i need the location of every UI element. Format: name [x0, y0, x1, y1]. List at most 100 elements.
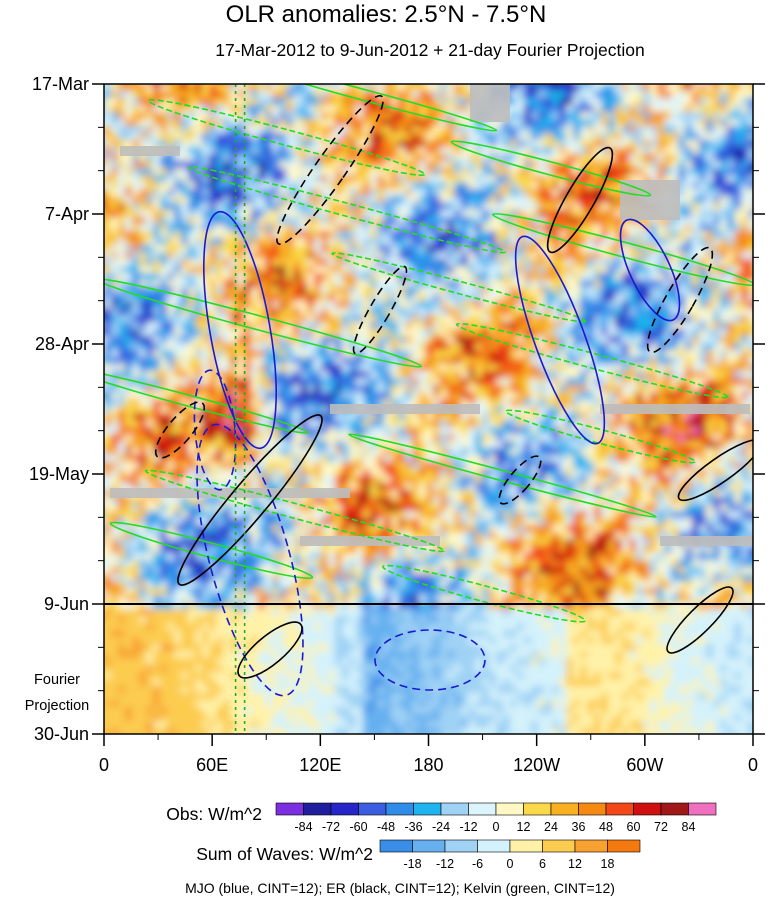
kelvin-contour	[348, 433, 657, 518]
mjo-contour	[374, 629, 486, 691]
colorbar-swatch	[358, 802, 387, 816]
colorbar-tick-label: 12	[568, 857, 582, 871]
er-contour	[154, 401, 206, 459]
colorbar-swatch	[542, 839, 576, 853]
colorbar-tick-label: 72	[654, 820, 668, 834]
colorbar-tick-label: 0	[493, 820, 500, 834]
mjo-contour	[514, 235, 606, 445]
wave-contours	[104, 84, 753, 697]
kelvin-contour	[104, 368, 310, 434]
colorbar-swatch	[578, 802, 607, 816]
page-title: OLR anomalies: 2.5°N - 7.5°N	[225, 1, 547, 28]
x-tick-label: 180	[413, 755, 443, 775]
er-contour	[352, 265, 408, 355]
kelvin-contour	[504, 409, 696, 464]
colorbar-swatch	[379, 839, 413, 853]
colorbar-tick-label: 12	[517, 820, 531, 834]
er-contour	[646, 246, 714, 354]
colorbar-tick-label: -18	[403, 857, 421, 871]
y-tick-label: 28-Apr	[35, 334, 89, 354]
colorbar-tick-label: 48	[599, 820, 613, 834]
x-tick-label: 0	[748, 755, 758, 775]
er-contour	[546, 146, 614, 254]
colorbar-swatch	[550, 802, 579, 816]
kelvin-contour	[491, 212, 753, 287]
obs-colorbar-label: Obs: W/m^2	[166, 804, 262, 824]
reference-lines	[234, 84, 246, 734]
colorbar-tick-label: -72	[322, 820, 340, 834]
colorbar-tick-label: -36	[404, 820, 422, 834]
kelvin-contour	[144, 469, 445, 553]
er-contour	[677, 438, 753, 502]
kelvin-contour	[455, 322, 729, 399]
kelvin-contour	[104, 278, 423, 368]
mjo-contour	[196, 423, 304, 697]
x-tick-label: 120E	[299, 755, 341, 775]
er-contour	[666, 586, 734, 654]
x-axis-labels: 0 60E 120E 180 120W 60W 0	[99, 755, 758, 775]
colorbar-swatch	[523, 802, 552, 816]
waves-colorbar-label: Sum of Waves: W/m^2	[196, 844, 373, 864]
page-subtitle: 17-Mar-2012 to 9-Jun-2012 + 21-day Fouri…	[215, 40, 645, 60]
axis-ticks	[92, 83, 765, 746]
x-tick-label: 120W	[513, 755, 560, 775]
colorbar-tick-label: 18	[601, 857, 615, 871]
kelvin-contour	[109, 521, 314, 580]
colorbar-tick-label: 0	[507, 857, 514, 871]
colorbar-swatch	[477, 839, 511, 853]
waves-colorbar: Sum of Waves: W/m^2 -18 -12 -6 0 6 12 18	[196, 839, 641, 871]
obs-colorbar: Obs: W/m^2 -84 -72 -60 -48 -36 -24 -12 0 12 24 36 4…	[166, 802, 717, 834]
er-contour	[498, 455, 542, 505]
colorbar-swatch	[385, 802, 414, 816]
colorbar-tick-label: 84	[682, 820, 696, 834]
kelvin-contour	[450, 140, 652, 197]
colorbar-swatch	[660, 802, 689, 816]
colorbar-swatch	[688, 802, 717, 816]
y-tick-label: 30-Jun	[34, 724, 89, 744]
colorbar-tick-label: -12	[459, 820, 477, 834]
er-contour	[177, 414, 323, 586]
colorbar-tick-label: -60	[349, 820, 367, 834]
colorbar-swatch	[303, 802, 332, 816]
y-tick-label: 9-Jun	[44, 594, 89, 614]
colorbar-swatch	[444, 839, 478, 853]
colorbar-swatch	[275, 802, 304, 816]
y-tick-label: 17-Mar	[32, 74, 89, 94]
x-tick-label: 0	[99, 755, 109, 775]
projection-label-line1: Fourier	[34, 672, 80, 688]
colorbar-tick-label: 24	[544, 820, 558, 834]
kelvin-contour	[238, 84, 498, 132]
colorbar-tick-label: -84	[294, 820, 312, 834]
heatmap-field	[104, 84, 753, 734]
colorbar-tick-label: 6	[539, 857, 546, 871]
projection-label-line2: Projection	[25, 698, 89, 714]
x-tick-label: 60E	[196, 755, 228, 775]
colorbar-swatch	[607, 839, 641, 853]
y-tick-label: 19-May	[29, 464, 89, 484]
mjo-contour	[619, 218, 681, 322]
colorbar-swatch	[468, 802, 497, 816]
y-tick-label: 7-Apr	[45, 204, 89, 224]
y-axis-labels: 17-Mar 7-Apr 28-Apr 19-May 9-Jun 30-Jun	[29, 74, 89, 744]
er-contour	[237, 621, 303, 679]
x-tick-label: 60W	[626, 755, 663, 775]
colorbar-swatch	[605, 802, 634, 816]
colorbar-swatch	[330, 802, 359, 816]
colorbar-swatch	[413, 802, 442, 816]
kelvin-contour	[382, 564, 586, 623]
mjo-contour	[203, 210, 277, 450]
colorbar-swatch	[633, 802, 662, 816]
colorbar-tick-label: -48	[377, 820, 395, 834]
contour-legend-footer: MJO (blue, CINT=12); ER (black, CINT=12)…	[185, 880, 615, 896]
colorbar-tick-label: -24	[432, 820, 450, 834]
colorbar-swatch	[495, 802, 524, 816]
kelvin-contour	[331, 252, 587, 323]
colorbar-tick-label: 60	[627, 820, 641, 834]
colorbar-tick-label: 36	[572, 820, 586, 834]
colorbar-swatch	[509, 839, 543, 853]
colorbar-tick-label: -6	[472, 857, 483, 871]
er-contour	[276, 94, 384, 246]
colorbar-swatch	[412, 839, 446, 853]
kelvin-contour	[187, 166, 507, 254]
